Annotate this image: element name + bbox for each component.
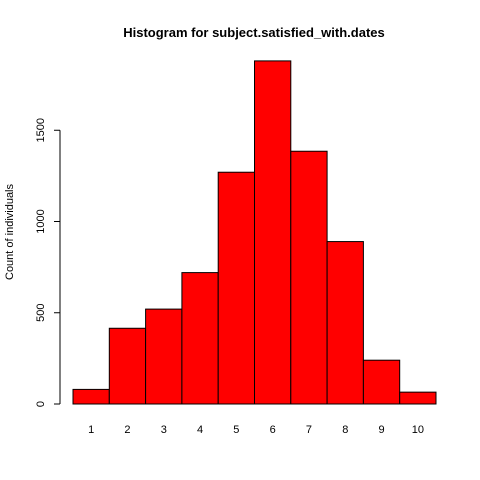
histogram-bar (290, 150, 328, 405)
x-tick-label: 8 (342, 424, 348, 436)
x-tick-label: 10 (412, 424, 424, 436)
histogram-bar (362, 359, 401, 405)
x-tick-label: 9 (378, 424, 384, 436)
y-tick-label: 0 (35, 401, 47, 407)
x-tick-labels: 1 2 3 4 5 6 7 8 9 10 (88, 424, 424, 436)
x-tick-label: 5 (233, 424, 239, 436)
x-tick-label: 4 (197, 424, 203, 436)
x-tick-label: 3 (161, 424, 167, 436)
bars-group (72, 60, 437, 405)
histogram-bar (145, 308, 183, 405)
y-tick-label: 1500 (35, 118, 47, 142)
histogram-bar (254, 60, 292, 405)
x-tick-label: 7 (306, 424, 312, 436)
chart-title: Histogram for subject.satisfied_with.dat… (123, 25, 385, 40)
y-axis: 0 500 1000 1500 (35, 118, 61, 407)
histogram-bar (326, 241, 364, 405)
y-tick-label: 500 (35, 304, 47, 322)
histogram-bar (72, 388, 110, 405)
y-tick-label: 1000 (35, 209, 47, 233)
histogram-bar (108, 327, 147, 405)
histogram-bar (217, 171, 255, 405)
x-tick-label: 6 (270, 424, 276, 436)
y-axis-label: Count of individuals (4, 184, 16, 281)
x-tick-label: 2 (124, 424, 130, 436)
histogram-bar (181, 272, 219, 405)
x-tick-label: 1 (88, 424, 94, 436)
histogram-bar (399, 391, 437, 405)
